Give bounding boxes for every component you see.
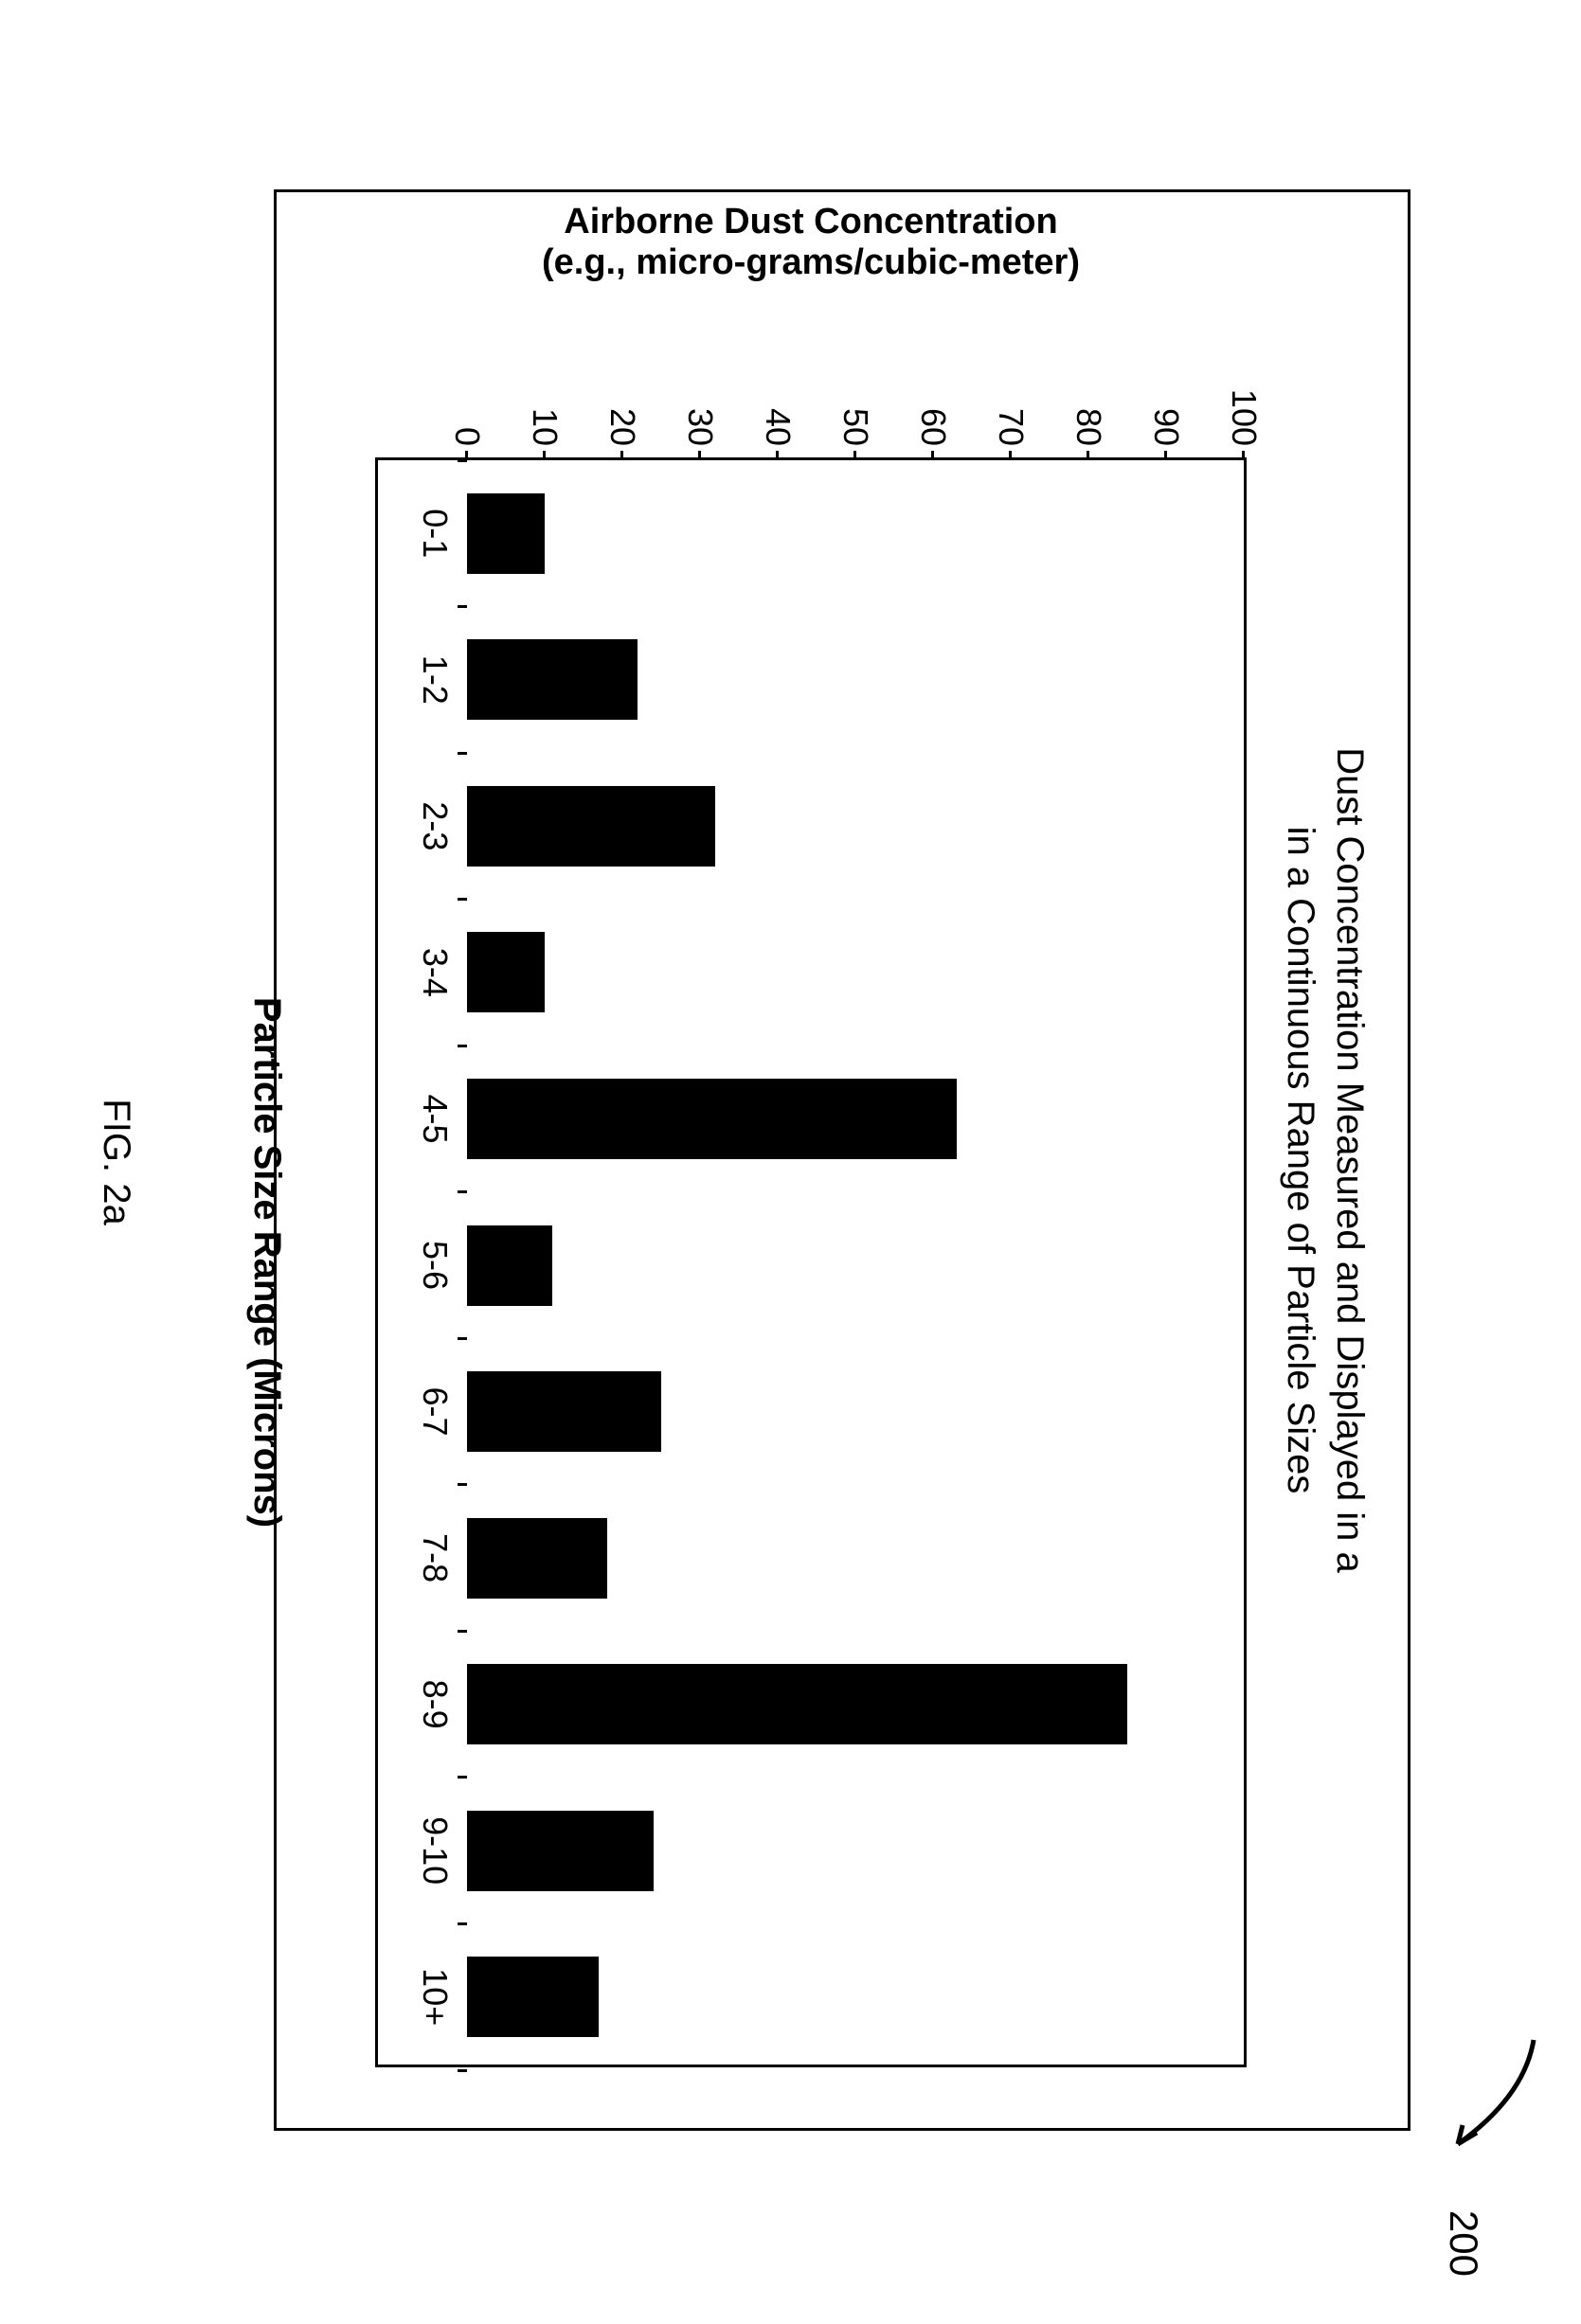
y-tick-label: 10: [525, 375, 565, 446]
x-tick: [458, 1483, 467, 1486]
x-tick-label: 3-4: [415, 948, 455, 997]
x-tick: [458, 752, 467, 755]
bar: [467, 932, 545, 1012]
chart-title: Dust Concentration Measured and Displaye…: [1276, 192, 1374, 2128]
y-tick-label: 70: [991, 375, 1031, 446]
x-tick: [458, 459, 467, 462]
x-tick: [458, 1776, 467, 1779]
figure-number-label: 200: [1441, 2210, 1486, 2277]
y-tick-label: 30: [680, 375, 720, 446]
y-tick-label: 40: [758, 375, 798, 446]
x-tick: [458, 1190, 467, 1193]
bar: [467, 1957, 599, 2037]
bar: [467, 639, 638, 720]
bar: [467, 1225, 552, 1306]
y-tick-label: 50: [835, 375, 875, 446]
y-tick: [1010, 451, 1013, 460]
x-tick: [458, 2069, 467, 2072]
x-tick-label: 4-5: [415, 1094, 455, 1143]
x-tick-label: 9-10: [415, 1816, 455, 1885]
x-tick-label: 7-8: [415, 1533, 455, 1582]
bar: [467, 1664, 1127, 1744]
x-tick: [458, 1630, 467, 1633]
chart-title-line2: in a Continuous Range of Particle Sizes: [1280, 827, 1321, 1494]
figure-caption: FIG. 2a: [95, 1099, 137, 1225]
y-tick: [1165, 451, 1168, 460]
bar: [467, 1518, 607, 1599]
y-tick-label: 80: [1069, 375, 1108, 446]
y-axis-label: Airborne Dust Concentration (e.g., micro…: [479, 202, 1142, 283]
y-tick-label: 20: [602, 375, 642, 446]
x-tick-label: 6-7: [415, 1387, 455, 1437]
x-tick-label: 0-1: [415, 509, 455, 558]
y-tick-label: 90: [1146, 375, 1186, 446]
y-tick: [699, 451, 702, 460]
y-tick: [777, 451, 780, 460]
y-tick: [544, 451, 547, 460]
x-axis-label: Particle Size Range (Microns): [245, 997, 288, 1528]
x-tick-label: 5-6: [415, 1241, 455, 1290]
bar: [467, 1371, 661, 1452]
x-tick-label: 10+: [415, 1968, 455, 2026]
callout-arrow: [1429, 2021, 1543, 2191]
y-tick-label: 100: [1224, 375, 1264, 446]
bar: [467, 786, 715, 867]
x-tick: [458, 1337, 467, 1340]
bar: [467, 493, 545, 574]
x-tick: [458, 1045, 467, 1047]
bar: [467, 1811, 654, 1891]
y-tick: [1243, 451, 1246, 460]
x-tick-label: 8-9: [415, 1680, 455, 1729]
chart-plot-frame: Airborne Dust Concentration (e.g., micro…: [375, 457, 1247, 2067]
y-axis-label-line2: (e.g., micro-grams/cubic-meter): [542, 242, 1080, 282]
x-tick: [458, 605, 467, 608]
y-axis-label-line1: Airborne Dust Concentration: [564, 202, 1057, 241]
plot-area: 01020304050607080901000-11-22-33-44-55-6…: [467, 460, 1244, 2070]
y-tick-label: 60: [913, 375, 953, 446]
y-tick: [932, 451, 935, 460]
x-tick-label: 2-3: [415, 801, 455, 850]
y-tick: [621, 451, 624, 460]
x-tick: [458, 1922, 467, 1925]
x-tick-label: 1-2: [415, 655, 455, 705]
y-tick: [854, 451, 857, 460]
x-tick: [458, 898, 467, 901]
figure-outer-frame: Dust Concentration Measured and Displaye…: [274, 189, 1410, 2131]
bar: [467, 1079, 957, 1159]
y-tick-label: 0: [447, 375, 487, 446]
y-tick: [1087, 451, 1090, 460]
chart-title-line1: Dust Concentration Measured and Displaye…: [1329, 747, 1371, 1573]
